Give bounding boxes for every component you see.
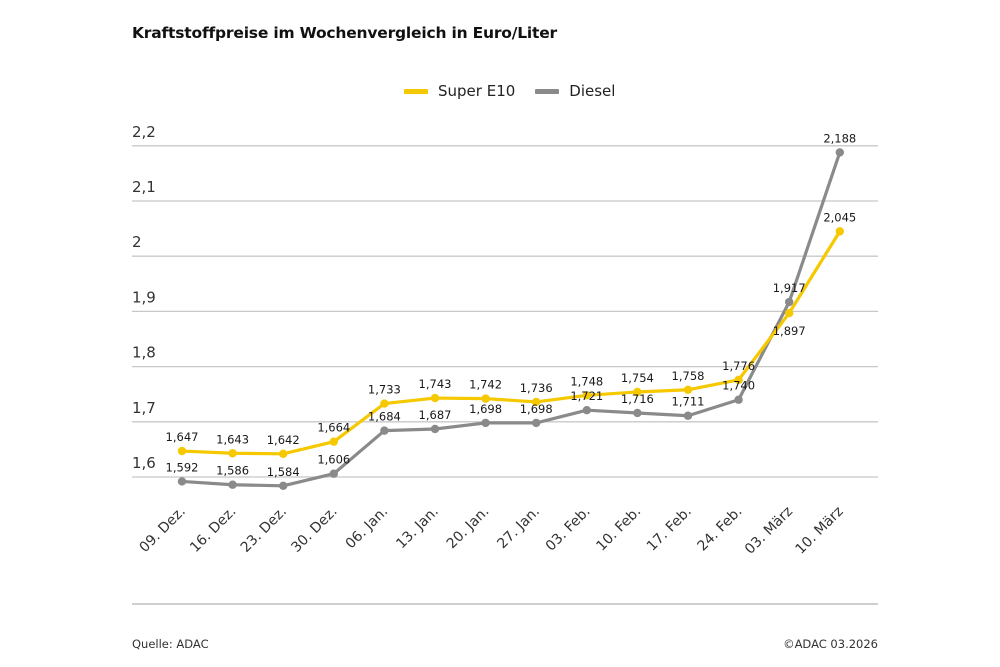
legend-swatch-super-e10	[404, 88, 428, 94]
super-e10-point	[177, 446, 187, 456]
data-labels: 1,647 1,643 1,642 1,664 1,733 1,743 1,742 1,736…	[166, 131, 857, 478]
x-tick-label: 06. Jan.	[343, 504, 392, 553]
diesel-point	[430, 424, 440, 434]
y-tick-label: 2,1	[132, 178, 156, 196]
diesel-point	[228, 480, 237, 489]
source-note: Quelle: ADAC	[132, 637, 209, 651]
diesel-value-label: 1,586	[216, 464, 249, 478]
super-e10-value-label: 1,642	[267, 433, 300, 447]
diesel-point	[279, 481, 288, 491]
x-tick-label: 10. Feb.	[593, 504, 644, 555]
x-tick-label: 16. Dez.	[187, 504, 239, 556]
diesel-point	[633, 408, 642, 418]
super-e10-line	[181, 230, 842, 456]
line-chart: 1,6 1,7 1,8 1,9 2 2,1 2,2 09. Dez.16. Dez.23. …	[132, 123, 878, 558]
super-e10-point	[683, 385, 693, 394]
diesel-point	[785, 297, 794, 307]
super-e10-point	[633, 387, 642, 397]
x-tick-label: 23. Dez.	[238, 504, 290, 556]
x-tick-label: 20. Jan.	[444, 504, 493, 553]
diesel-line	[181, 151, 842, 488]
x-axis-ticks: 09. Dez.16. Dez.23. Dez.30. Dez. 06. Jan.…	[137, 504, 847, 558]
diesel-value-label: 1,584	[267, 465, 300, 479]
y-tick-label: 1,8	[132, 344, 156, 362]
y-tick-label: 1,7	[132, 399, 156, 417]
super-e10-value-label: 1,647	[166, 430, 199, 444]
super-e10-point	[279, 449, 288, 459]
super-e10-value-label: 1,733	[368, 383, 401, 397]
diesel-point	[177, 477, 187, 486]
chart-legend: Super E10 Diesel	[404, 82, 635, 100]
super-e10-point	[329, 437, 338, 446]
y-tick-label: 2,2	[132, 123, 156, 141]
super-e10-value-label: 1,664	[317, 421, 350, 435]
super-e10-point	[582, 391, 591, 400]
diesel-point	[481, 418, 490, 428]
super-e10-point	[481, 394, 490, 403]
diesel-point	[329, 469, 338, 478]
super-e10-value-label: 1,736	[520, 381, 553, 395]
diesel-value-label: 1,606	[317, 453, 350, 467]
diesel-value-label: 1,687	[419, 408, 452, 422]
super-e10-point	[228, 449, 237, 458]
y-tick-label: 2	[132, 233, 142, 251]
legend-item-super-e10: Super E10	[404, 82, 515, 100]
super-e10-value-label: 1,743	[419, 377, 452, 391]
legend-label-diesel: Diesel	[569, 82, 616, 100]
diesel-value-label: 1,698	[469, 402, 502, 416]
super-e10-point	[532, 397, 541, 407]
x-tick-label: 24. Feb.	[695, 504, 746, 555]
diesel-value-label: 1,592	[166, 460, 199, 474]
x-tick-label: 03. März	[742, 504, 796, 558]
diesel-value-label: 2,188	[823, 131, 856, 145]
diesel-point	[532, 418, 541, 428]
super-e10-value-label: 2,045	[823, 210, 856, 224]
chart-title: Kraftstoffpreise im Wochenvergleich in E…	[132, 24, 557, 42]
diesel-value-label: 1,684	[368, 410, 401, 424]
super-e10-point	[734, 375, 743, 385]
legend-item-diesel: Diesel	[535, 82, 615, 100]
super-e10-value-label: 1,897	[773, 324, 806, 338]
super-e10-value-label: 1,748	[570, 374, 603, 388]
legend-swatch-diesel	[535, 88, 560, 94]
super-e10-point	[380, 399, 389, 408]
diesel-point	[683, 411, 693, 420]
x-tick-label: 10. März	[793, 504, 847, 558]
y-tick-label: 1,6	[132, 454, 156, 472]
chart-bottom-divider	[132, 603, 878, 605]
diesel-value-label: 1,740	[722, 379, 755, 393]
diesel-point	[582, 406, 591, 415]
diesel-point	[734, 395, 743, 404]
super-e10-point	[430, 393, 440, 403]
super-e10-value-label: 1,643	[216, 432, 249, 446]
x-tick-label: 13. Jan.	[393, 504, 442, 553]
gridlines	[132, 145, 878, 478]
super-e10-value-label: 1,758	[672, 369, 705, 383]
super-e10-value-label: 1,742	[469, 378, 502, 392]
legend-label-super-e10: Super E10	[438, 82, 516, 100]
y-tick-label: 1,9	[132, 288, 156, 306]
x-tick-label: 27. Jan.	[494, 504, 543, 553]
y-axis-ticks: 1,6 1,7 1,8 1,9 2 2,1 2,2	[132, 123, 156, 472]
copyright-note: ©ADAC 03.2026	[783, 637, 878, 651]
diesel-value-label: 1,721	[570, 389, 603, 403]
x-tick-label: 17. Feb.	[644, 504, 695, 555]
super-e10-point	[785, 308, 794, 318]
super-e10-point	[835, 227, 844, 236]
diesel-value-label: 1,711	[672, 395, 705, 409]
x-tick-label: 09. Dez.	[137, 504, 189, 556]
super-e10-value-label: 1,754	[621, 371, 654, 385]
x-tick-label: 03. Feb.	[543, 504, 594, 555]
diesel-value-label: 1,917	[773, 281, 806, 295]
diesel-value-label: 1,716	[621, 392, 654, 406]
super-e10-value-label: 1,776	[722, 359, 755, 373]
series-lines	[177, 148, 844, 491]
x-tick-label: 30. Dez.	[288, 504, 340, 556]
diesel-point	[835, 148, 844, 157]
diesel-point	[380, 426, 389, 435]
diesel-value-label: 1,698	[520, 402, 553, 416]
